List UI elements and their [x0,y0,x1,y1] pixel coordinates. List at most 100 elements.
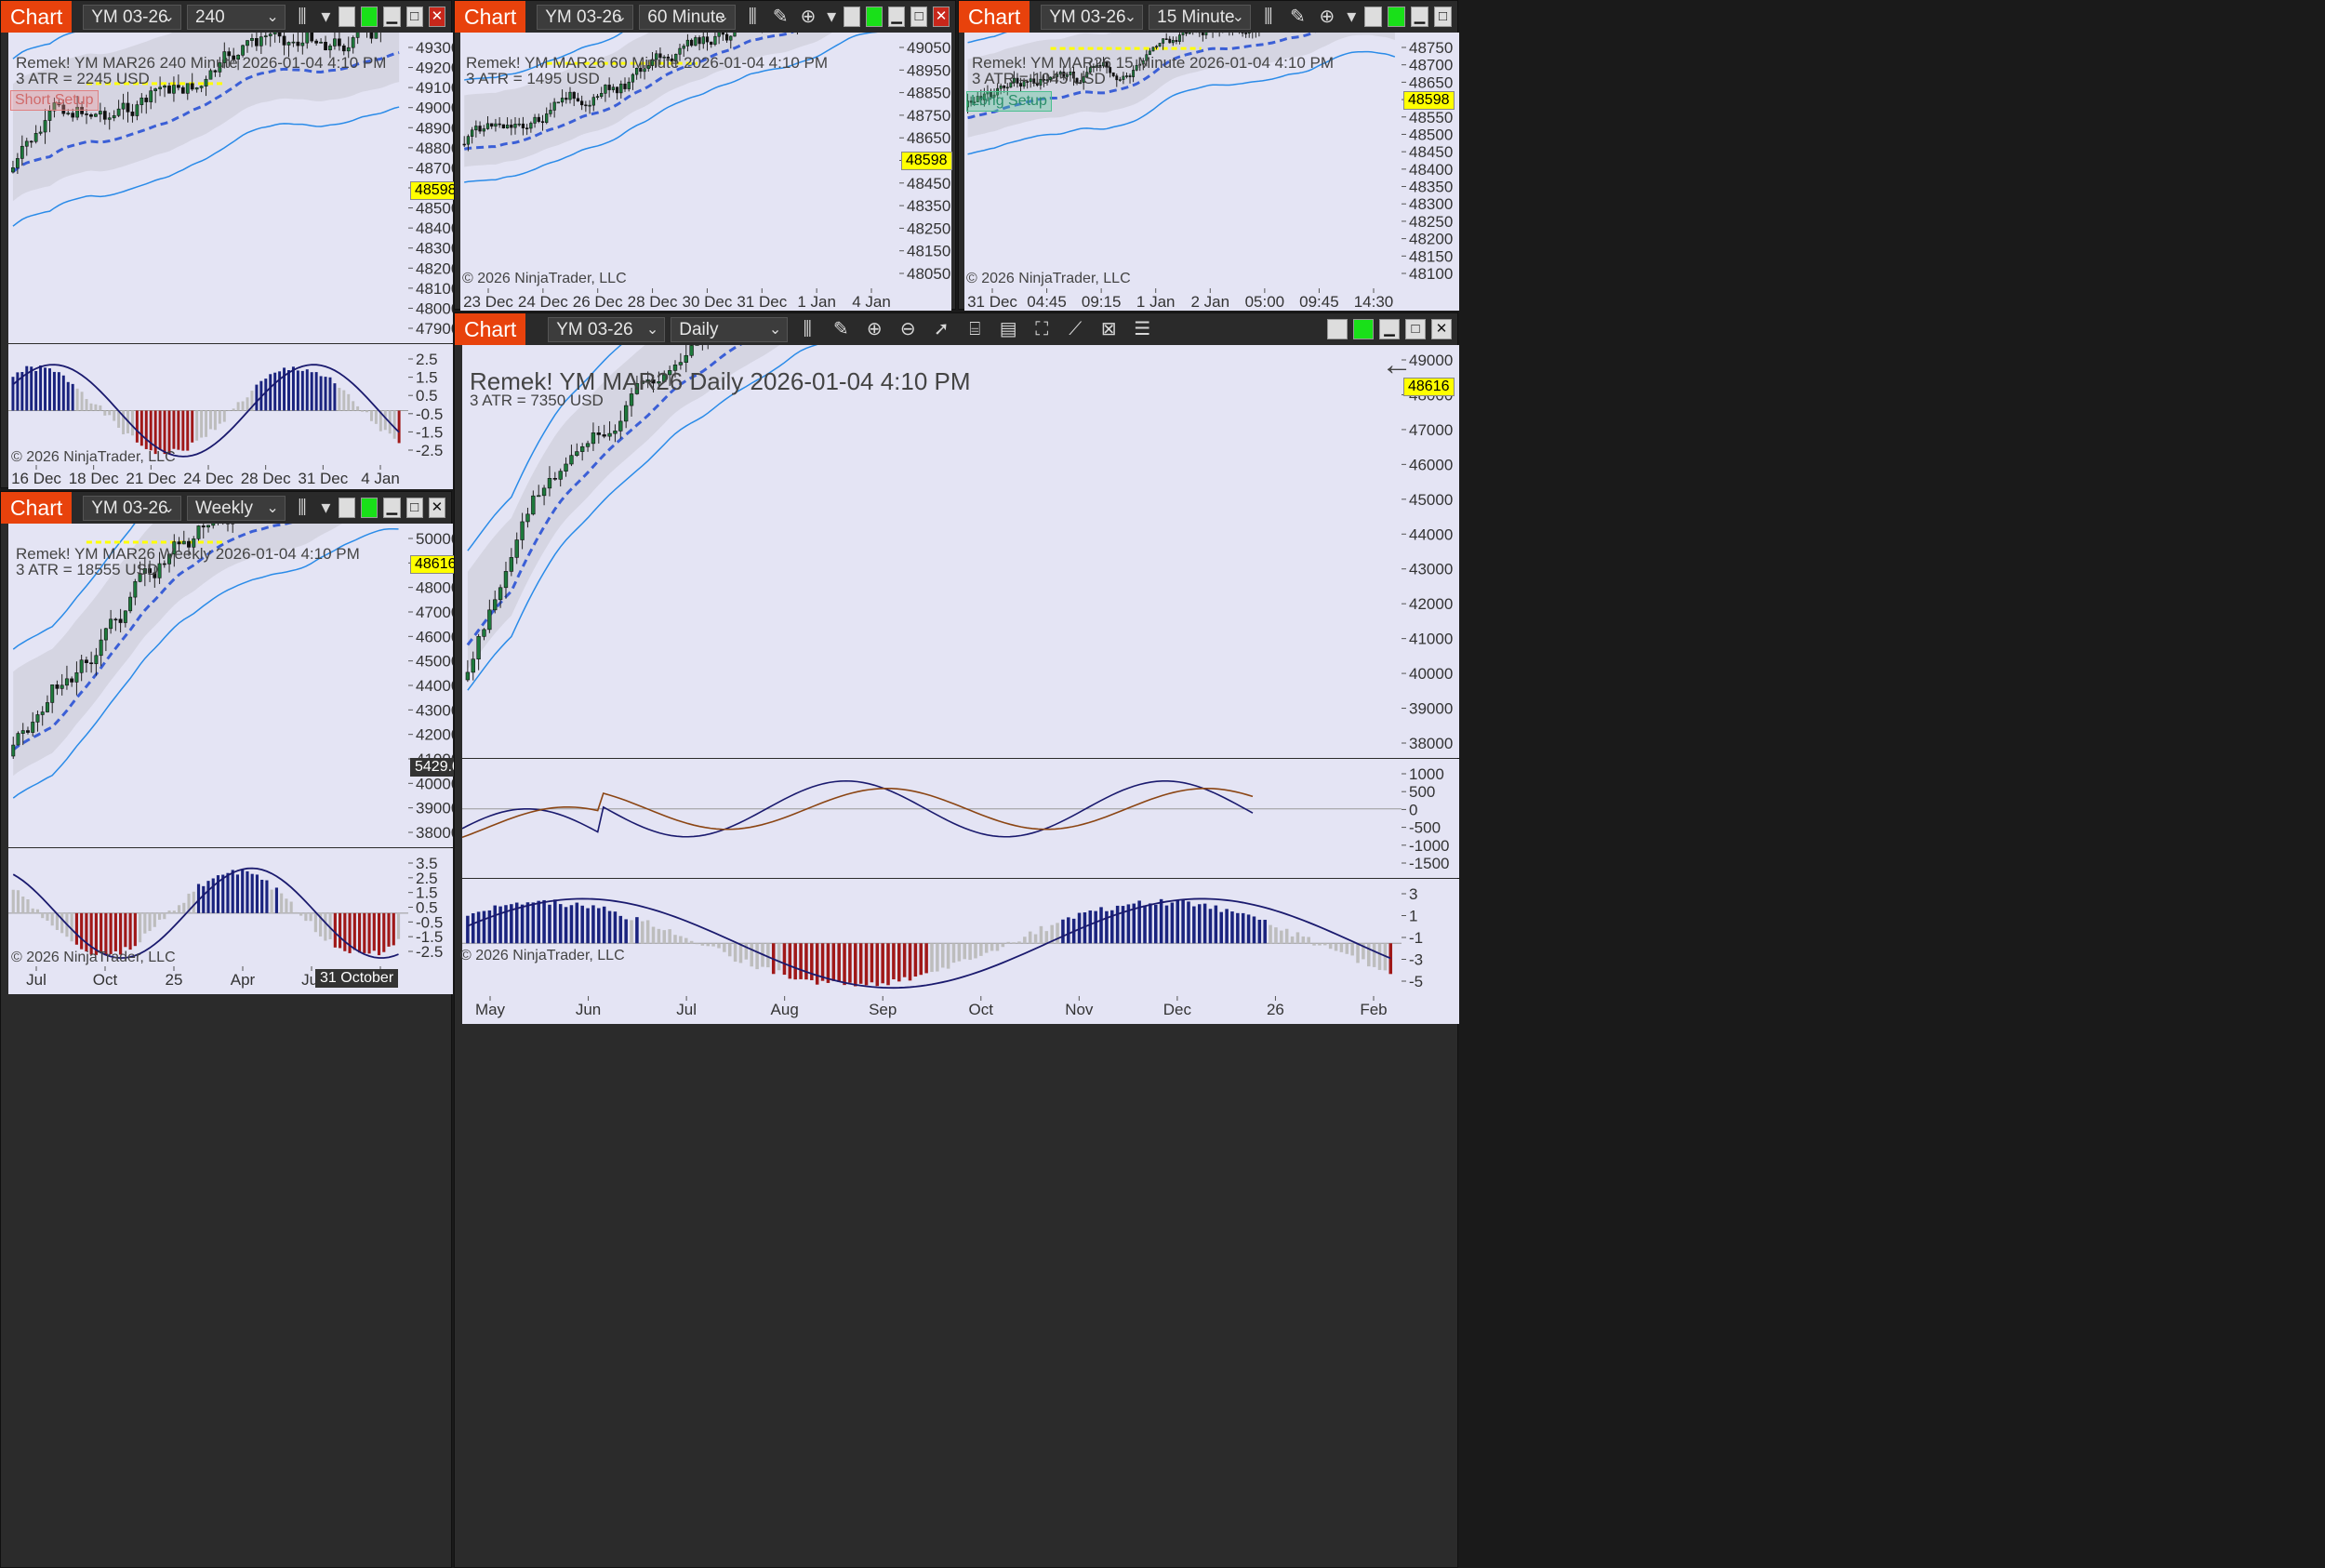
zoom-in-icon[interactable]: ⊕ [800,6,817,27]
zoom-out-icon[interactable]: ⊖ [899,318,916,339]
price-panel[interactable] [460,33,899,288]
maximize-icon[interactable]: □ [1433,7,1452,27]
chart-menu-button[interactable]: Chart [959,1,1030,33]
oscillator-panel[interactable] [8,344,408,465]
price-axis[interactable]: 4875048700486504860048550485004845048400… [1402,33,1459,288]
instrument-selector[interactable]: YM 03-26 ⌄ [83,4,181,30]
window-gray-button[interactable] [338,498,355,518]
histogram-bar [711,943,715,947]
window-gray-button[interactable] [844,7,861,27]
candle [505,125,510,128]
interval-selector[interactable]: 15 Minute ⌄ [1149,4,1252,30]
candle [172,85,176,94]
bar-type-icon[interactable]: ⫼ [1264,6,1273,27]
window-gray-button[interactable] [1363,7,1382,27]
oscillator-panel-2[interactable] [462,879,1402,996]
histogram-bar [16,372,20,411]
maximize-icon[interactable]: □ [405,498,423,518]
chart-canvas: 4875048700486504860048550485004845048400… [1402,39,1453,283]
zoom-in-icon[interactable]: ⊕ [866,318,883,339]
bar-type-icon[interactable]: ⫼ [298,6,307,27]
axis-tick-label: Feb [1360,1001,1387,1018]
interval-selector[interactable]: Daily ⌄ [671,316,789,342]
histogram-bar [206,881,210,913]
histogram-bar [265,880,269,913]
candle [1118,79,1122,81]
candle [595,96,600,98]
window-gray-button[interactable] [1327,319,1348,339]
indicators-icon[interactable]: ⊠ [1100,318,1117,339]
price-axis[interactable]: 4900048000470004600045000440004300042000… [1402,345,1459,758]
close-icon[interactable]: ✕ [1431,319,1452,339]
minimize-icon[interactable]: ▁ [383,7,401,27]
chart-menu-button[interactable]: Chart [1,1,73,33]
minimize-icon[interactable]: ▁ [888,7,906,27]
zoom-in-icon[interactable]: ⊕ [1319,6,1335,27]
bar-type-icon[interactable]: ⫼ [298,497,307,518]
candle [185,83,190,94]
chevron-down-icon[interactable]: ▾ [827,6,837,27]
axis-tick-label: 48150 [1409,247,1453,265]
strategy-icon[interactable]: ⟋ [1069,318,1083,339]
price-axis[interactable]: 5000049000480004700046000450004400043000… [408,524,453,847]
draw-pencil-icon[interactable]: ✎ [772,6,789,27]
minimize-icon[interactable]: ▁ [1379,319,1400,339]
price-panel[interactable] [8,524,408,847]
chevron-down-icon[interactable]: ▾ [1347,6,1357,27]
histogram-bar [324,377,327,411]
candle [602,434,606,437]
price-panel[interactable] [8,33,408,343]
minimize-icon[interactable]: ▁ [383,498,401,518]
instrument-selector[interactable]: YM 03-26 ⌄ [548,316,666,342]
instrument-value: YM 03-26 [91,498,168,518]
close-icon[interactable]: ✕ [428,7,445,27]
close-icon[interactable]: ✕ [428,498,445,518]
interval-selector[interactable]: 60 Minute ⌄ [639,4,737,30]
draw-pencil-icon[interactable]: ✎ [832,318,849,339]
list-icon[interactable]: ☰ [1134,318,1151,339]
interval-selector[interactable]: Weekly ⌄ [187,495,286,521]
price-panel[interactable] [462,345,1402,758]
bar-type-icon[interactable]: ⫼ [748,6,757,27]
instrument-selector[interactable]: YM 03-26 ⌄ [1041,4,1144,30]
chart-menu-button[interactable]: Chart [455,313,526,345]
maximize-icon[interactable]: □ [910,7,928,27]
chevron-down-icon[interactable]: ▾ [321,497,331,518]
interval-selector[interactable]: 240 Minute⌄ [187,4,286,50]
oscillator-panel-1[interactable] [462,759,1402,878]
candle [204,78,208,86]
oscillator-panel[interactable] [8,848,408,966]
maximize-icon[interactable]: □ [1405,319,1426,339]
link-green-button[interactable] [1387,7,1405,27]
window-gray-button[interactable] [338,7,355,27]
snapshot-icon[interactable]: ⛶ [1035,318,1049,339]
price-panel[interactable] [964,33,1402,288]
link-green-button[interactable] [361,7,379,27]
maximize-icon[interactable]: □ [405,7,423,27]
link-green-button[interactable] [866,7,884,27]
histogram-bar [314,372,318,411]
properties-icon[interactable]: ▤ [999,318,1017,339]
back-arrow-icon[interactable]: ← [1381,347,1413,382]
bar-type-icon[interactable]: ⫼ [803,318,812,339]
instrument-selector[interactable]: YM 03-26 ⌄ [537,4,634,30]
instrument-selector[interactable]: YM 03-26 ⌄ [83,495,181,521]
histogram-bar [1121,906,1125,944]
chart-canvas: 3.52.51.50.5-0.5-1.5-2.5 [408,855,443,961]
link-green-button[interactable] [1353,319,1374,339]
histogram-bar [777,943,781,971]
axis-tick-label: 48350 [1409,179,1453,196]
chart-menu-button[interactable]: Chart [1,492,73,524]
chart-menu-button[interactable]: Chart [455,1,526,33]
link-green-button[interactable] [361,498,379,518]
data-box-icon[interactable]: ⌸ [969,318,981,339]
pointer-icon[interactable]: ➚ [933,318,950,339]
minimize-icon[interactable]: ▁ [1410,7,1428,27]
candle [498,123,501,126]
chevron-down-icon[interactable]: ▾ [321,6,331,27]
candle [667,370,672,376]
close-icon[interactable]: ✕ [933,7,950,27]
axis-tick-label: 47000 [1409,421,1453,439]
draw-pencil-icon[interactable]: ✎ [1289,6,1306,27]
candle [580,445,585,452]
